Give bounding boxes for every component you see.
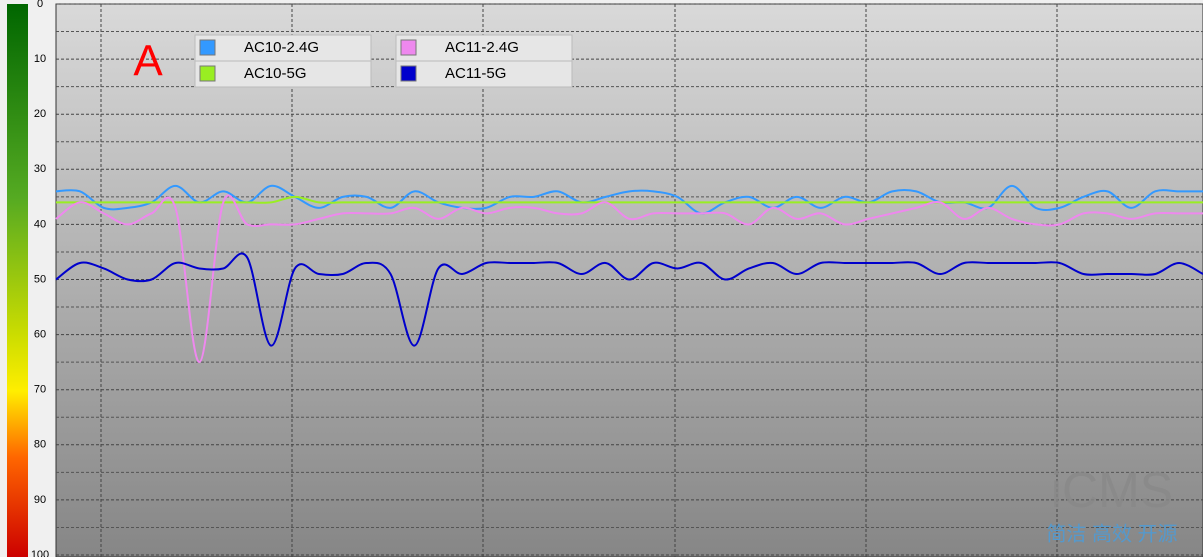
legend-label: AC10-5G [244, 65, 307, 82]
legend-swatch [400, 39, 417, 56]
color-scale [7, 4, 28, 557]
vertical-grid [100, 4, 1058, 557]
series-line [55, 194, 1203, 364]
watermark: iCMS [1051, 462, 1173, 518]
legend-box [395, 34, 573, 62]
watermark-subtitle: 简洁 高效 开源 [1046, 522, 1177, 545]
y-tick-label: 60 [34, 329, 46, 341]
annotation: A [133, 37, 163, 86]
legend-label: AC11-2.4G [445, 39, 519, 56]
y-tick-label: 80 [34, 439, 46, 451]
y-tick-label: 0 [37, 0, 43, 10]
legend-box [194, 34, 372, 62]
y-tick-label: 20 [34, 108, 46, 120]
y-tick-label: 100 [31, 549, 49, 557]
legend-label: AC10-2.4G [244, 39, 319, 56]
series-line [55, 252, 1203, 347]
legend-swatch [199, 65, 216, 82]
y-tick-label: 40 [34, 218, 46, 230]
y-tick-label: 10 [34, 53, 46, 65]
legend-box [194, 60, 372, 88]
legend-label: AC11-5G [445, 65, 506, 82]
y-tick-label: 70 [34, 384, 46, 396]
y-tick-label: 90 [34, 494, 46, 506]
legend-swatch [400, 65, 417, 82]
y-tick-label: 50 [34, 273, 46, 285]
series-line [56, 195, 1203, 204]
legend-box [395, 60, 573, 88]
y-tick-label: 30 [34, 163, 46, 175]
legend-swatch [199, 39, 216, 56]
